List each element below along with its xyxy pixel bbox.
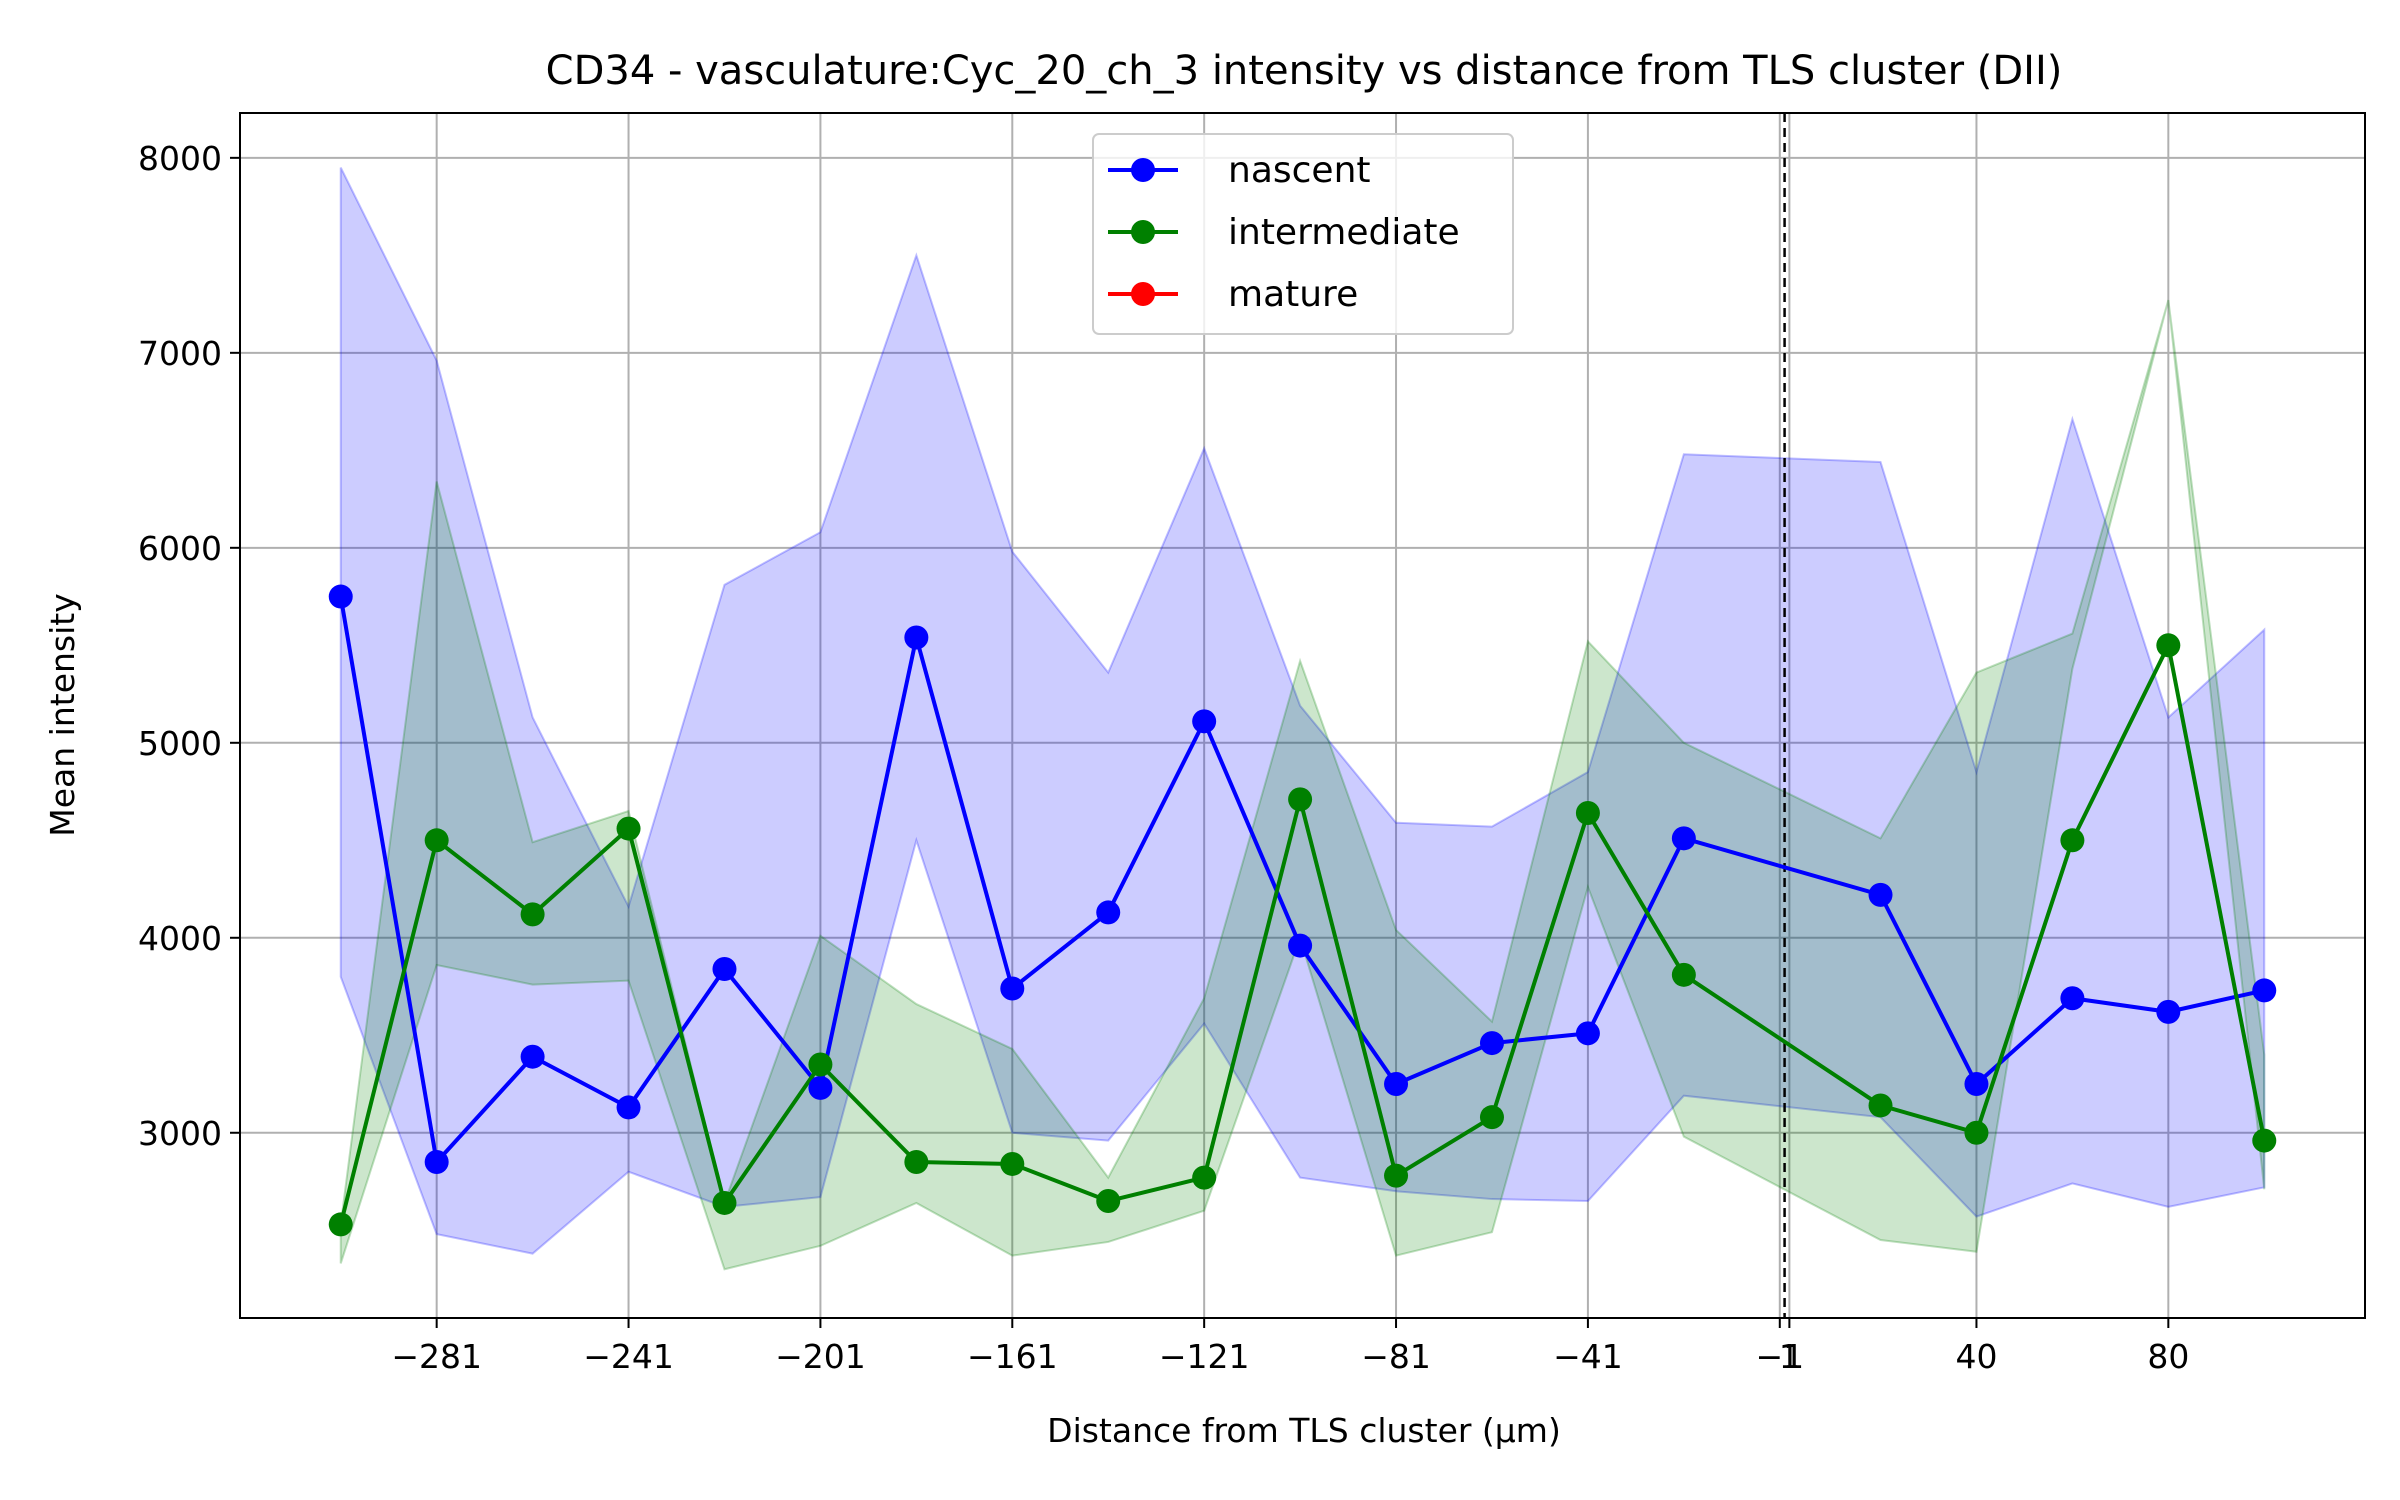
intermediate-point	[1479, 1105, 1504, 1130]
x-tick-label: 80	[2147, 1337, 2189, 1376]
intermediate-point	[1288, 787, 1313, 812]
y-tick-label: 5000	[138, 724, 222, 763]
intermediate-point	[2156, 633, 2181, 658]
x-tick-label: −281	[391, 1337, 482, 1376]
intermediate-band	[339, 299, 2266, 1271]
intermediate-point	[520, 902, 545, 927]
intermediate-point	[424, 828, 449, 853]
legend-intermediate-label: intermediate	[1228, 212, 1460, 253]
x-tick-label: −81	[1361, 1337, 1431, 1376]
nascent-point	[1575, 1021, 1600, 1046]
nascent-point	[2060, 986, 2085, 1011]
x-tick-label: −41	[1553, 1337, 1623, 1376]
nascent-point	[712, 956, 737, 981]
intermediate-point	[2252, 1128, 2277, 1153]
intermediate-point	[2060, 828, 2085, 853]
nascent-point	[2156, 999, 2181, 1024]
x-tick-label: −121	[1159, 1337, 1250, 1376]
nascent-point	[1192, 709, 1217, 734]
y-axis-ticks: 3000 4000 5000 6000 7000 8000	[138, 139, 240, 1153]
nascent-band	[339, 167, 2266, 1255]
nascent-point	[1288, 933, 1313, 958]
x-tick-label: −161	[967, 1337, 1058, 1376]
y-tick-label: 7000	[138, 334, 222, 373]
y-axis-label: Mean intensity	[43, 593, 82, 836]
x-tick-label: −201	[775, 1337, 866, 1376]
intermediate-point	[904, 1150, 929, 1175]
intermediate-point	[1868, 1093, 1893, 1118]
nascent-point	[2252, 978, 2277, 1003]
confidence-bands	[339, 167, 2266, 1271]
legend-entries: nascent intermediate mature	[1108, 150, 1460, 315]
intermediate-point	[1575, 800, 1600, 825]
nascent-point	[1479, 1031, 1504, 1056]
x-axis-label: Distance from TLS cluster (μm)	[1047, 1411, 1561, 1450]
x-axis-ticks: −281 −241 −201 −161 −121 −81 −41 −11 40 80	[391, 1318, 2189, 1376]
intermediate-point	[1671, 962, 1696, 987]
intermediate-point	[808, 1052, 833, 1077]
series-markers	[328, 584, 2277, 1237]
intermediate-point	[328, 1212, 353, 1237]
y-tick-label: 8000	[138, 139, 222, 178]
intermediate-point	[1964, 1120, 1989, 1145]
y-tick-label: 4000	[138, 919, 222, 958]
series-lines	[338, 596, 2267, 1225]
grid	[240, 113, 2365, 1318]
nascent-point	[1671, 826, 1696, 851]
nascent-point	[1964, 1072, 1989, 1097]
nascent-point	[424, 1150, 449, 1175]
x-tick-label: −241	[583, 1337, 674, 1376]
legend-box	[1092, 133, 1514, 335]
intermediate-point	[1192, 1165, 1217, 1190]
nascent-point	[1384, 1072, 1409, 1097]
nascent-point	[808, 1075, 833, 1100]
intermediate-point	[1096, 1189, 1121, 1214]
legend-nascent-marker	[1131, 158, 1155, 182]
x-tick-label: 40	[1955, 1337, 1997, 1376]
nascent-point	[328, 584, 353, 609]
plot-frame	[239, 112, 2366, 1319]
chart-title: CD34 - vasculature:Cyc_20_ch_3 intensity…	[546, 48, 2063, 94]
x-tick-label: 1	[1779, 1337, 1800, 1376]
nascent-point	[616, 1095, 641, 1120]
nascent-line	[338, 596, 2265, 1165]
nascent-point	[1868, 882, 1893, 907]
x-tick-label: −1	[1755, 1337, 1804, 1376]
legend-intermediate-marker	[1131, 220, 1155, 244]
legend: nascent intermediate mature	[1092, 133, 1514, 335]
legend-mature-label: mature	[1228, 274, 1358, 315]
nascent-point	[520, 1044, 545, 1069]
intermediate-point	[1000, 1151, 1025, 1176]
nascent-point	[1000, 976, 1025, 1001]
y-tick-label: 3000	[138, 1114, 222, 1153]
nascent-point	[1096, 900, 1121, 925]
intermediate-point	[1384, 1163, 1409, 1188]
intermediate-line	[338, 643, 2267, 1225]
intermediate-point	[616, 816, 641, 841]
y-tick-label: 6000	[138, 529, 222, 568]
legend-mature-marker	[1131, 282, 1155, 306]
nascent-point	[904, 625, 929, 650]
legend-nascent-label: nascent	[1228, 150, 1371, 191]
intermediate-point	[712, 1190, 737, 1215]
